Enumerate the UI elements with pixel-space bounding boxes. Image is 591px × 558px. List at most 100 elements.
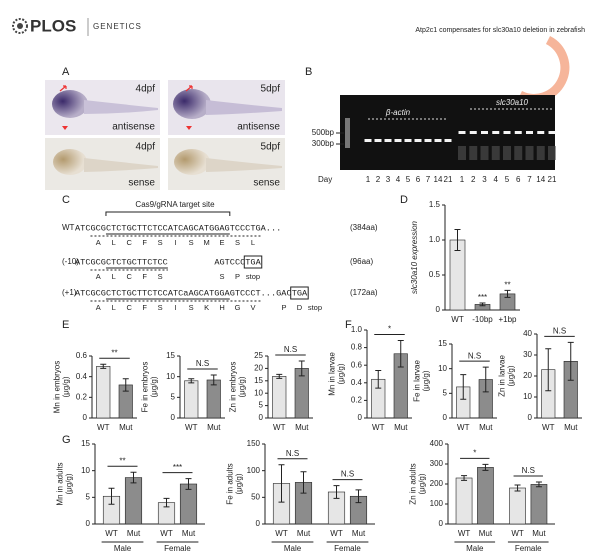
y-tick-label: 15 xyxy=(81,439,90,448)
y-tick-label: 0 xyxy=(358,413,363,422)
x-tick-label: Mut xyxy=(182,529,196,538)
lane-label: 6 xyxy=(516,175,521,184)
y-tick-label: 10 xyxy=(438,364,447,373)
journal: GENETICS xyxy=(93,22,142,31)
significance: * xyxy=(388,325,391,334)
gel-smear xyxy=(514,146,523,160)
y-tick-label: 0.2 xyxy=(76,392,88,401)
x-tick-label: WT xyxy=(330,529,343,538)
stop-box xyxy=(243,255,263,269)
significance: * xyxy=(473,449,476,458)
lane-label: 3 xyxy=(386,175,391,184)
gel-band xyxy=(503,131,511,134)
residue: A xyxy=(96,303,101,312)
y-tick-label: 0 xyxy=(259,413,264,422)
row-name: (-10) xyxy=(62,257,79,266)
running-title: Atp2c1 compensates for slc30a10 deletion… xyxy=(415,27,585,34)
probe-label: antisense xyxy=(112,122,155,133)
group-label: Female xyxy=(515,544,542,553)
y-tick-label: 40 xyxy=(523,329,532,338)
y-tick-label: 10 xyxy=(166,372,175,381)
y-axis-label: (μg/g) xyxy=(62,376,71,397)
significance: N.S xyxy=(522,466,535,475)
y-tick-label: 0.6 xyxy=(76,351,88,360)
error-bar xyxy=(535,481,542,488)
gel-smear xyxy=(503,146,511,160)
significance: N.S xyxy=(553,327,566,336)
gel-band xyxy=(492,131,500,134)
stage-label: 5dpf xyxy=(261,142,281,153)
lane-label: 1 xyxy=(460,175,465,184)
significance: N.S xyxy=(468,351,481,360)
y-tick-label: 20 xyxy=(254,364,263,373)
residue: G xyxy=(235,303,241,312)
lane-title: Day xyxy=(318,175,332,184)
y-tick-label: 0.6 xyxy=(351,360,363,369)
residue: P xyxy=(235,272,240,281)
embryo xyxy=(174,149,210,175)
stage-label: 4dpf xyxy=(136,84,156,95)
bar-chart: 0 0.2 0.4 0.6 Mn in embryos (μg/g) WT Mut ** xyxy=(53,348,137,432)
protein-length: (96aa) xyxy=(350,257,373,266)
error-bar xyxy=(479,302,486,307)
residue: M xyxy=(203,238,209,247)
lane-label: 6 xyxy=(416,175,421,184)
error-bar xyxy=(482,463,489,471)
residue: I xyxy=(175,238,177,247)
residue: C xyxy=(126,272,132,281)
target-label: Cas9/gRNA target site xyxy=(135,200,215,209)
group-label: Male xyxy=(284,544,302,553)
y-tick-label: 5 xyxy=(259,401,264,410)
gel-band xyxy=(394,139,402,142)
y-tick-label: 0 xyxy=(443,413,448,422)
y-tick-label: 0 xyxy=(528,413,533,422)
gene-label: β-actin xyxy=(385,108,411,117)
residue: P xyxy=(281,303,286,312)
row-name: (+1) xyxy=(62,288,77,297)
logo-mark xyxy=(12,18,28,34)
lane-label: 7 xyxy=(426,175,431,184)
significance: N.S xyxy=(196,359,209,368)
group-label: Female xyxy=(334,544,361,553)
gel-band xyxy=(384,139,392,142)
gel-band xyxy=(526,131,533,134)
bar-chart: 0 0.5 1.0 1.5 slc30a10 expression WT -10bp +1bp… xyxy=(410,200,520,324)
x-tick-label: WT xyxy=(457,423,470,432)
x-tick-label: WT xyxy=(160,529,173,538)
gel-band xyxy=(434,139,442,142)
significance: N.S xyxy=(284,345,297,354)
error-bar xyxy=(504,289,511,298)
significance: ** xyxy=(119,456,125,465)
gel-band xyxy=(514,131,522,134)
gel-band xyxy=(424,139,432,142)
residue: S xyxy=(158,303,163,312)
gel-smear xyxy=(458,146,466,160)
header: PLOS GENETICS Atp2c1 compensates for slc… xyxy=(12,16,585,103)
error-bar xyxy=(355,489,362,504)
residue: K xyxy=(204,303,209,312)
gel-smear xyxy=(536,146,545,160)
residue: L xyxy=(112,272,116,281)
panel-label: F xyxy=(345,319,352,331)
y-tick-label: 0 xyxy=(171,413,176,422)
y-axis-label: Fe in embryos xyxy=(141,362,150,413)
panel-c: C Cas9/gRNA target site xyxy=(62,194,215,209)
residue: L xyxy=(112,303,116,312)
residue: stop xyxy=(246,272,260,281)
sequence: AGTCCC xyxy=(214,257,245,267)
y-tick-label: 5 xyxy=(86,492,91,501)
y-tick-label: 0.4 xyxy=(76,372,88,381)
bar xyxy=(124,477,143,525)
y-tick-label: 1.0 xyxy=(429,235,441,244)
bar xyxy=(272,376,287,419)
error-bar xyxy=(210,374,217,386)
y-axis-label: (μg/g) xyxy=(422,370,431,391)
y-axis-label: Mn in larvae xyxy=(328,352,337,396)
y-tick-label: 20 xyxy=(523,371,532,380)
x-tick-label: Mut xyxy=(394,423,408,432)
y-axis-label: Zn in adults xyxy=(409,463,418,504)
panel-labels: D E F G xyxy=(62,194,408,446)
x-tick-label: Mut xyxy=(127,529,141,538)
bar xyxy=(477,467,494,525)
